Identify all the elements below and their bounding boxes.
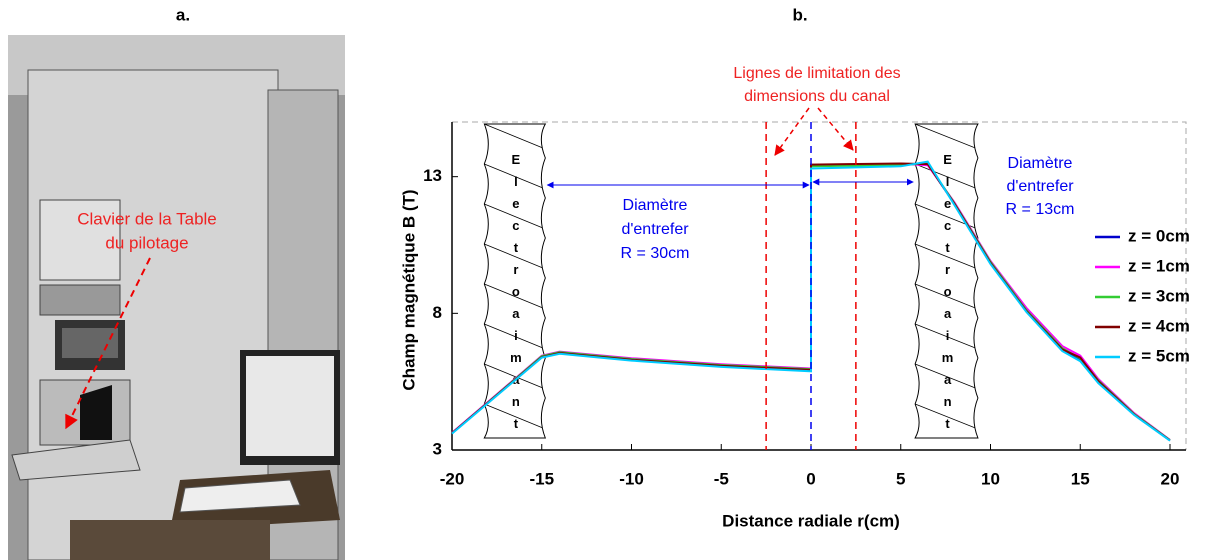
annotation-arrow [65,257,151,430]
x-tick-label: 5 [896,469,905,488]
annotation-arrow [817,107,854,151]
hatch-line [915,163,978,190]
y-axis-label: Champ magnétique B (T) [399,189,418,390]
hatch-line [484,323,546,350]
hatch-line [484,163,546,190]
photo-annotation: du pilotage [105,233,188,252]
annotation: R = 30cm [621,245,690,262]
hatch-line [915,403,978,430]
hatch-line [484,363,546,390]
hatch-line [484,283,546,310]
hatch-line [915,283,978,310]
panel-label: a. [176,5,190,24]
magnet [483,123,547,439]
annotation-arrow [774,107,810,156]
hatch-line [484,243,546,270]
legend-label: z = 3cm [1128,286,1190,305]
x-tick-label: 20 [1161,469,1180,488]
photo-annotation: Clavier de la Table [77,209,217,228]
x-tick-label: -5 [714,469,729,488]
x-axis-label: Distance radiale r(cm) [722,511,900,530]
annotation: d'entrefer [621,221,689,238]
hatch-line [484,444,545,469]
legend-label: z = 4cm [1128,316,1190,335]
chart: b. Electroaimant Electroaimant 3 8 13 -20 -15 -1… [399,5,1189,530]
legend-label: z = 5cm [1128,346,1190,365]
annotation: d'entrefer [1006,178,1074,195]
magnet-label: Electroaimant [940,152,955,438]
panel-label: b. [792,5,807,24]
magnet-label: Electroaimant [508,152,523,438]
hatch-line [915,84,978,109]
y-tick-label: 8 [433,303,442,322]
hatch-line [484,203,546,230]
magnets: Electroaimant Electroaimant [483,84,979,469]
hatch-line [915,444,978,469]
magnet-hatch [484,84,546,469]
photo: a. Clavier de la Table du pilotage [8,5,345,560]
x-tick-label: 15 [1071,469,1090,488]
frame-dashed [452,121,1187,450]
annotation: Diamètre [1008,155,1073,172]
hatch-line [915,124,978,150]
magnet [914,123,979,439]
x-tick-label: -20 [440,469,465,488]
hatch-line [484,403,546,430]
annotation: R = 13cm [1006,201,1075,218]
hatch-line [915,323,978,350]
annotation: Lignes de limitation des [733,65,900,82]
x-tick-label: -10 [619,469,644,488]
legend-label: z = 0cm [1128,226,1190,245]
series-line [451,160,1171,442]
annotation: Diamètre [623,197,688,214]
x-tick-label: 0 [806,469,815,488]
hatch-line [915,243,978,270]
hatch-line [915,363,978,390]
y-tick-label: 3 [433,439,442,458]
hatch-line [484,124,546,150]
annotation: dimensions du canal [744,88,890,105]
x-tick-label: -15 [529,469,554,488]
x-tick-label: 10 [981,469,1000,488]
y-tick-label: 13 [423,166,442,185]
legend-label: z = 1cm [1128,256,1190,275]
hatch-line [484,84,545,109]
